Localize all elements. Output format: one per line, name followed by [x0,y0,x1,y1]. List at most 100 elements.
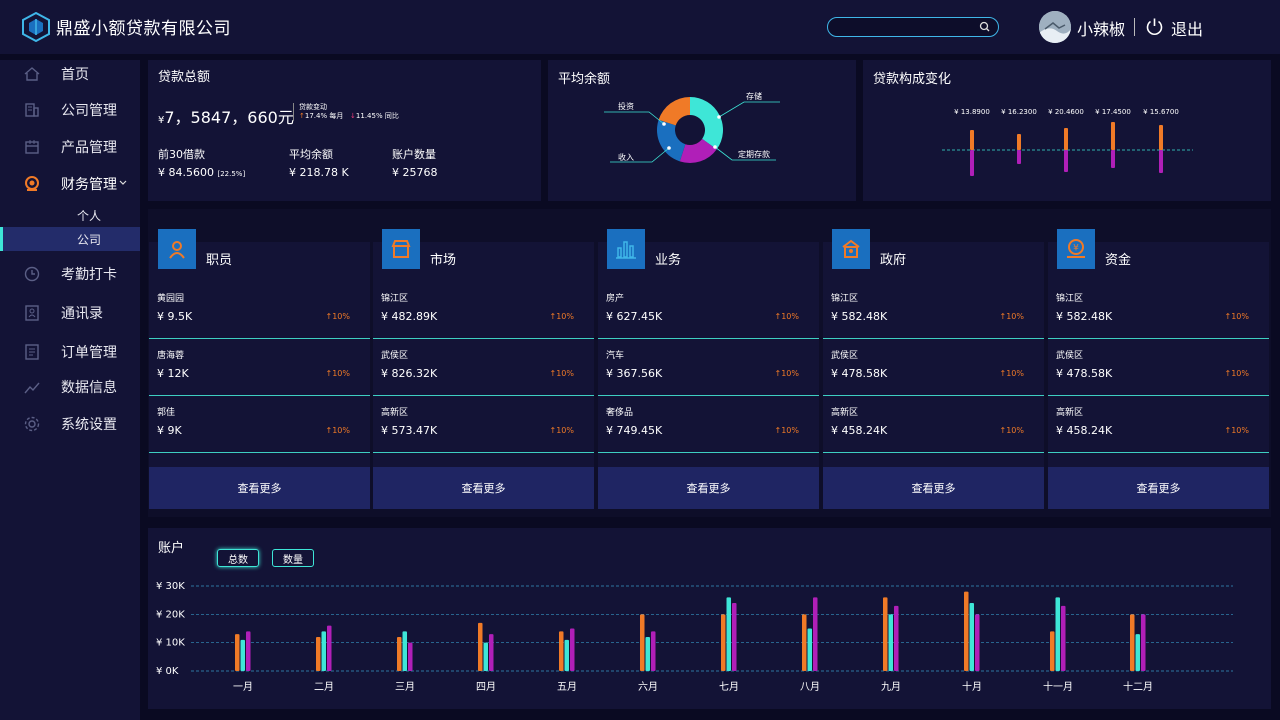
list-item: 唐海蓉 ¥ 12K ↑10% [149,339,370,396]
donut-leader-line [610,147,670,163]
bar[interactable] [327,625,332,671]
bar[interactable] [645,637,651,671]
item-value: ¥ 826.32K [381,367,438,380]
bar[interactable] [564,639,570,671]
bar[interactable] [640,614,645,671]
donut-slice[interactable] [690,97,723,150]
view-more-button[interactable]: 查看更多 [149,467,370,509]
bar[interactable] [894,605,899,671]
donut-slice[interactable] [657,119,686,162]
bar[interactable] [813,597,818,671]
bar[interactable] [559,631,564,671]
donut-slice[interactable] [658,97,690,126]
list-item: 郭佳 ¥ 9K ↑10% [149,396,370,453]
bar[interactable] [321,631,327,671]
bar[interactable] [883,597,888,671]
bar[interactable] [570,628,575,672]
bar[interactable] [1055,597,1061,671]
search-icon[interactable] [979,21,990,32]
sidebar-subitem-company[interactable]: 公司 [0,227,140,251]
arrow-up-icon: ↑ [999,426,1007,435]
change-bar-up[interactable] [1111,122,1115,150]
clock-icon [24,266,40,282]
logout-button[interactable]: 退出 [1171,20,1204,39]
sidebar-item-company[interactable]: 公司管理 [0,96,140,124]
bar[interactable] [726,597,732,671]
donut-slice[interactable] [679,138,717,163]
change-bar-down[interactable] [970,150,974,176]
stat-label: 平均余额 [289,148,333,161]
bar[interactable] [1141,614,1146,671]
change-bar-down[interactable] [1017,150,1021,164]
username[interactable]: 小辣椒 [1077,20,1126,39]
bar[interactable] [478,622,483,671]
search-input[interactable] [827,17,999,37]
bar[interactable] [397,637,402,671]
loan-total-amount: ¥7，5847，660元 [158,104,294,128]
bar[interactable] [402,631,408,671]
bar[interactable] [1050,631,1055,671]
card-title: 政府 [880,253,907,268]
sidebar-item-product[interactable]: 产品管理 [0,133,140,161]
power-icon[interactable] [1145,17,1164,36]
trend-up-value: 17.4% 每月 [304,112,344,120]
tab-total[interactable]: 总数 [217,549,259,567]
bar[interactable] [408,642,413,671]
change-bar-up[interactable] [1159,125,1163,150]
bar[interactable] [483,642,489,671]
bar[interactable] [240,639,246,671]
sidebar-item-label: 考勤打卡 [61,267,117,283]
bar[interactable] [651,631,656,671]
x-tick-label: 八月 [800,681,820,693]
change-bar-up[interactable] [1017,134,1021,150]
sidebar-item-label: 通讯录 [61,306,103,322]
bar[interactable] [235,634,240,671]
bar[interactable] [975,614,980,671]
bar[interactable] [489,634,494,671]
amount-value: 7，5847，660元 [164,108,294,127]
sidebar-subitem-personal[interactable]: 个人 [0,203,140,227]
view-more-button[interactable]: 查看更多 [598,467,819,509]
bar[interactable] [1130,614,1135,671]
bar[interactable] [969,603,975,671]
bar[interactable] [964,591,969,671]
tab-count[interactable]: 数量 [272,549,314,567]
arrow-up-icon: ↑ [1224,426,1232,435]
sidebar-item-contacts[interactable]: 通讯录 [0,299,140,327]
view-more-button[interactable]: 查看更多 [1048,467,1269,509]
change-bar-down[interactable] [1064,150,1068,172]
donut-label: 收入 [618,152,634,162]
sidebar-item-label: 数据信息 [61,380,117,396]
bar[interactable] [732,603,737,671]
list-item: 房产 ¥ 627.45K ↑10% [598,282,819,339]
sidebar-item-orders[interactable]: 订单管理 [0,338,140,366]
panel-title: 贷款总额 [158,70,211,85]
sidebar-item-attendance[interactable]: 考勤打卡 [0,260,140,288]
change-bar-up[interactable] [1064,128,1068,150]
bar[interactable] [246,631,251,671]
bar[interactable] [1135,634,1141,671]
bar[interactable] [807,628,813,672]
bar[interactable] [316,637,321,671]
change-bar-down[interactable] [1111,150,1115,168]
view-more-button[interactable]: 查看更多 [823,467,1044,509]
bar[interactable] [721,614,726,671]
sidebar-item-settings[interactable]: 系统设置 [0,410,140,438]
bar[interactable] [888,614,894,671]
bar[interactable] [1061,605,1066,671]
sidebar-item-home[interactable]: 首页 [0,60,140,88]
sidebar-item-data[interactable]: 数据信息 [0,373,140,401]
change-bar-down[interactable] [1159,150,1163,173]
view-more-button[interactable]: 查看更多 [373,467,594,509]
item-change: ↑10% [775,426,799,435]
change-bar-up[interactable] [970,130,974,150]
item-change-value: 10% [332,369,350,378]
chevron-down-icon [119,180,127,185]
sidebar-item-finance[interactable]: 财务管理 [0,170,140,198]
arrow-up-icon: ↑ [325,426,333,435]
bar[interactable] [802,614,807,671]
avatar[interactable] [1039,11,1071,43]
item-value: ¥ 458.24K [831,424,888,437]
item-change-value: 10% [1006,369,1024,378]
item-name: 高新区 [831,408,859,418]
